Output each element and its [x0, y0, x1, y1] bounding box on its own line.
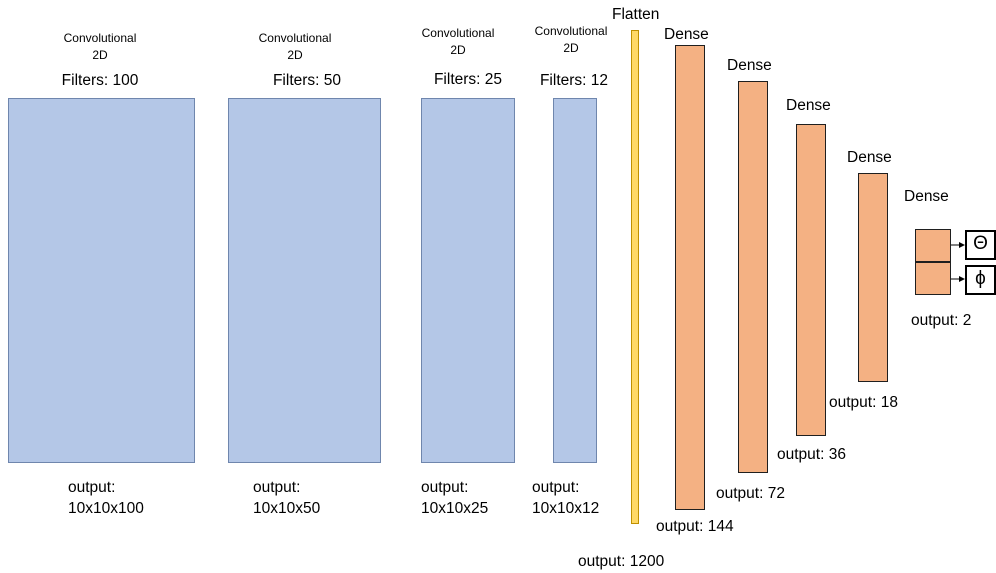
conv3-title: Convolutional 2D — [398, 25, 518, 59]
conv3-output: output: 10x10x25 — [421, 477, 488, 519]
flatten-block — [631, 30, 639, 524]
dense5-output: output: 2 — [911, 312, 972, 329]
phi-output-box: ϕ — [965, 265, 996, 295]
conv2-output: output: 10x10x50 — [253, 477, 320, 519]
dense5-title: Dense — [904, 188, 949, 205]
conv1-output: output: 10x10x100 — [68, 477, 144, 519]
conv1-output-shape: 10x10x100 — [68, 500, 144, 517]
conv2-output-shape: 10x10x50 — [253, 500, 321, 517]
conv1-title: Convolutional 2D — [40, 30, 160, 64]
dense1-output: output: 144 — [656, 518, 734, 535]
dense3-output: output: 36 — [777, 446, 846, 463]
conv3-type-line2: 2D — [450, 43, 466, 57]
conv1-type-line2: 2D — [92, 48, 108, 62]
theta-symbol: Θ — [973, 233, 988, 254]
flatten-title: Flatten — [612, 6, 660, 23]
conv4-filters: Filters: 12 — [539, 72, 609, 89]
dense4-block — [858, 173, 888, 382]
conv3-type-line1: Convolutional — [421, 26, 495, 40]
dense2-title: Dense — [727, 57, 772, 74]
conv1-type-line1: Convolutional — [63, 31, 137, 45]
flatten-output: output: 1200 — [578, 553, 665, 570]
dense2-output: output: 72 — [716, 485, 785, 502]
conv3-output-label: output: — [421, 479, 469, 496]
conv4-title: Convolutional 2D — [511, 23, 631, 57]
conv4-output-shape: 10x10x12 — [532, 500, 600, 517]
conv2-type-line1: Convolutional — [258, 31, 332, 45]
conv2-output-label: output: — [253, 479, 301, 496]
conv2-block — [228, 98, 381, 463]
conv4-output-label: output: — [532, 479, 580, 496]
dense3-block — [796, 124, 826, 436]
dense5-neuron-bottom — [915, 262, 951, 295]
dense5-neuron-top — [915, 229, 951, 262]
conv2-title: Convolutional 2D — [235, 30, 355, 64]
conv3-filters: Filters: 25 — [433, 71, 503, 88]
conv4-block — [553, 98, 597, 463]
dense4-output: output: 18 — [829, 394, 898, 411]
theta-output-box: Θ — [965, 230, 996, 260]
conv1-output-label: output: — [68, 479, 116, 496]
conv4-type-line2: 2D — [563, 41, 579, 55]
conv3-output-shape: 10x10x25 — [421, 500, 489, 517]
dense2-block — [738, 81, 768, 473]
conv3-block — [421, 98, 515, 463]
dense1-block — [675, 45, 705, 510]
conv2-type-line2: 2D — [287, 48, 303, 62]
dense4-title: Dense — [847, 149, 892, 166]
conv2-filters: Filters: 50 — [272, 72, 342, 89]
conv4-type-line1: Convolutional — [534, 24, 608, 38]
dense1-title: Dense — [664, 26, 709, 43]
conv1-filters: Filters: 100 — [61, 72, 139, 89]
conv4-output: output: 10x10x12 — [532, 477, 599, 519]
dense3-title: Dense — [786, 97, 831, 114]
phi-symbol: ϕ — [975, 268, 986, 289]
conv1-block — [8, 98, 195, 463]
